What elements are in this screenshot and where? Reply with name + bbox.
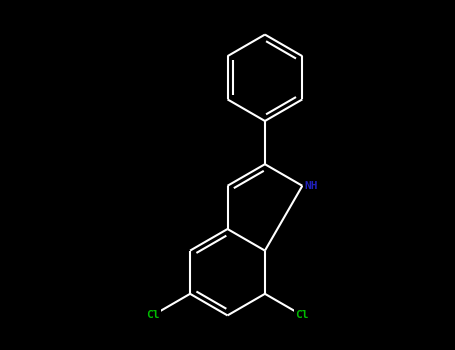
Text: Cl: Cl <box>296 310 309 321</box>
Text: Cl: Cl <box>146 310 159 321</box>
Text: NH: NH <box>304 181 318 191</box>
